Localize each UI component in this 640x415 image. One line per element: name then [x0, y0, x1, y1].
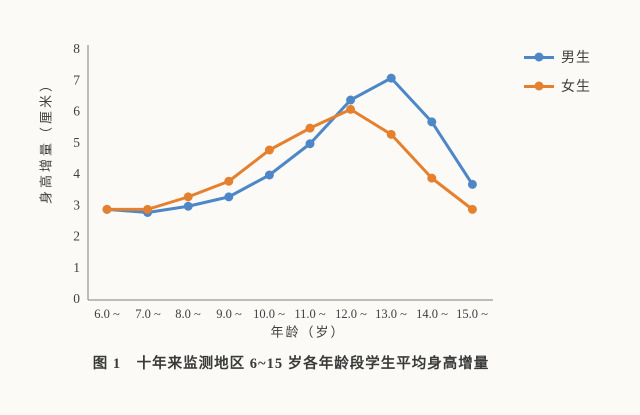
figure-caption: 图 1 十年来监测地区 6~15 岁各年龄段学生平均身高增量 — [92, 356, 490, 372]
x-tick-label: 15.0 ~ — [456, 307, 488, 321]
girls-line-swatch-icon — [524, 81, 554, 91]
data-point-boys — [386, 73, 396, 83]
x-tick-label: 10.0 ~ — [253, 307, 285, 321]
data-point-girls — [224, 176, 234, 186]
data-point-boys — [346, 95, 356, 105]
y-axis-ticks: 0 1 2 3 4 5 6 7 8 — [73, 41, 80, 306]
data-point-girls — [346, 104, 356, 114]
legend-item-girls: 女生 — [524, 76, 591, 96]
y-tick-label: 6 — [73, 104, 80, 119]
x-tick-label: 12.0 ~ — [335, 307, 367, 321]
x-tick-label: 13.0 ~ — [375, 307, 407, 321]
x-tick-label: 8.0 ~ — [175, 307, 201, 321]
data-point-boys — [183, 201, 193, 211]
data-point-boys — [427, 117, 437, 127]
y-tick-label: 2 — [73, 229, 80, 244]
series-line-girls — [105, 107, 474, 211]
series-layer — [102, 73, 477, 217]
data-point-girls — [264, 145, 274, 155]
y-axis-title: 身高增量（厘米） — [38, 75, 54, 205]
data-point-girls — [467, 204, 477, 214]
data-point-girls — [386, 129, 396, 139]
y-tick-label: 4 — [73, 166, 80, 181]
y-tick-label: 0 — [73, 291, 80, 306]
axes — [87, 45, 493, 301]
boys-line-swatch-icon — [524, 52, 554, 62]
series-line-boys — [105, 76, 474, 214]
data-point-girls — [183, 192, 193, 202]
x-tick-label: 9.0 ~ — [216, 307, 242, 321]
legend-item-boys: 男生 — [524, 47, 591, 67]
data-point-boys — [305, 139, 315, 149]
x-axis-ticks: 6.0 ~ 7.0 ~ 8.0 ~ 9.0 ~ 10.0 ~ 11.0 ~ 12… — [94, 307, 488, 321]
y-tick-label: 8 — [73, 41, 80, 56]
data-point-girls — [305, 123, 315, 133]
boys-marker-icon — [534, 52, 544, 62]
y-tick-label: 7 — [73, 72, 80, 87]
data-point-boys — [224, 192, 234, 202]
legend-label-boys: 男生 — [561, 51, 591, 66]
x-tick-label: 6.0 ~ — [94, 307, 120, 321]
data-point-girls — [143, 204, 153, 214]
x-axis-title: 年龄（岁） — [270, 324, 346, 340]
y-tick-label: 1 — [73, 260, 80, 275]
legend-label-girls: 女生 — [561, 80, 591, 95]
x-tick-label: 7.0 ~ — [135, 307, 161, 321]
y-tick-label: 5 — [73, 135, 80, 150]
x-tick-label: 11.0 ~ — [294, 307, 326, 321]
legend: 男生 女生 — [524, 47, 591, 96]
x-tick-label: 14.0 ~ — [416, 307, 448, 321]
data-point-boys — [467, 179, 477, 189]
data-point-boys — [264, 170, 274, 180]
data-point-girls — [102, 204, 112, 214]
data-point-girls — [427, 173, 437, 183]
y-tick-label: 3 — [73, 197, 80, 212]
girls-marker-icon — [534, 81, 544, 91]
